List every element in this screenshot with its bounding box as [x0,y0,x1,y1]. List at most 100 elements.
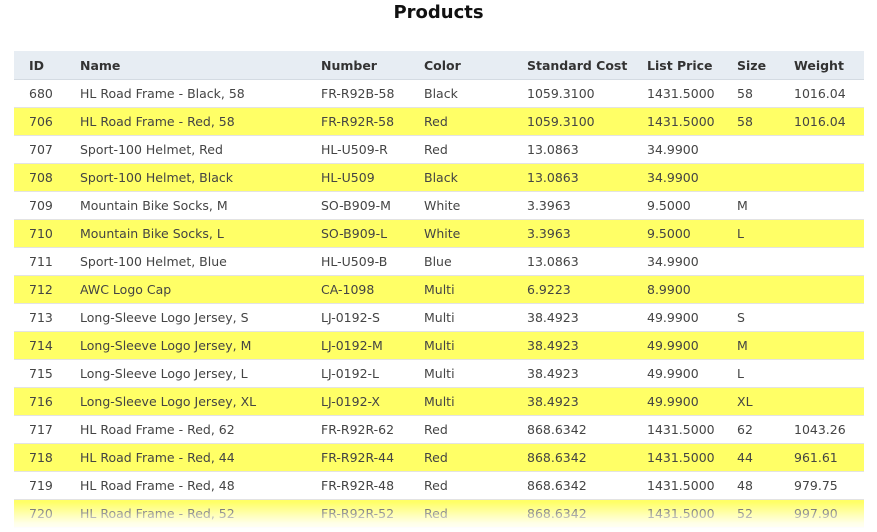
cell-number: LJ-0192-X [306,387,409,416]
cell-list-price: 49.9900 [632,303,722,332]
cell-number: LJ-0192-S [306,303,409,332]
cell-standard-cost: 13.0863 [512,163,632,192]
cell-name: AWC Logo Cap [65,275,306,304]
cell-standard-cost: 38.4923 [512,387,632,416]
cell-color: Red [409,415,512,444]
cell-list-price: 34.9900 [632,247,722,276]
cell-number: FR-R92R-48 [306,471,409,500]
table-row[interactable]: 680 HL Road Frame - Black, 58 FR-R92B-58 Bl… [14,79,864,108]
column-header-id[interactable]: ID [14,51,65,80]
column-header-list-price[interactable]: List Price [632,51,722,80]
cell-weight: 1043.26 [779,415,864,444]
cell-number: FR-R92R-52 [306,499,409,528]
cell-standard-cost: 868.6342 [512,499,632,528]
table-row[interactable]: 717 HL Road Frame - Red, 62 FR-R92R-62 Red 8… [14,415,864,444]
cell-name: Long-Sleeve Logo Jersey, L [65,359,306,388]
cell-size: M [722,191,779,220]
column-header-standard-cost[interactable]: Standard Cost [512,51,632,80]
table-row[interactable]: 714 Long-Sleeve Logo Jersey, M LJ-0192-M Mu… [14,331,864,360]
column-header-color[interactable]: Color [409,51,512,80]
cell-size: M [722,331,779,360]
cell-size [722,247,779,276]
cell-name: HL Road Frame - Black, 58 [65,79,306,108]
table-row[interactable]: 716 Long-Sleeve Logo Jersey, XL LJ-0192-X M… [14,387,864,416]
cell-list-price: 1431.5000 [632,79,722,108]
cell-size: 58 [722,107,779,136]
cell-list-price: 49.9900 [632,387,722,416]
table-row[interactable]: 711 Sport-100 Helmet, Blue HL-U509-B Blue 13… [14,247,864,276]
table-row[interactable]: 713 Long-Sleeve Logo Jersey, S LJ-0192-S Mu… [14,303,864,332]
cell-standard-cost: 13.0863 [512,135,632,164]
cell-standard-cost: 38.4923 [512,359,632,388]
cell-color: Red [409,107,512,136]
cell-size: XL [722,387,779,416]
cell-list-price: 49.9900 [632,359,722,388]
table-row[interactable]: 708 Sport-100 Helmet, Black HL-U509 Black 13… [14,163,864,192]
cell-size: L [722,359,779,388]
cell-id: 710 [14,219,65,248]
table-row[interactable]: 719 HL Road Frame - Red, 48 FR-R92R-48 Red 8… [14,471,864,500]
cell-id: 719 [14,471,65,500]
cell-size: 62 [722,415,779,444]
cell-size: 52 [722,499,779,528]
cell-color: Multi [409,303,512,332]
table-row[interactable]: 706 HL Road Frame - Red, 58 FR-R92R-58 Red 1… [14,107,864,136]
cell-color: White [409,191,512,220]
cell-number: SO-B909-L [306,219,409,248]
table-row[interactable]: 720 HL Road Frame - Red, 52 FR-R92R-52 Red 8… [14,499,864,528]
column-header-name[interactable]: Name [65,51,306,80]
cell-standard-cost: 38.4923 [512,303,632,332]
table-row[interactable]: 707 Sport-100 Helmet, Red HL-U509-R Red 13.0… [14,135,864,164]
cell-id: 713 [14,303,65,332]
column-header-number[interactable]: Number [306,51,409,80]
column-header-weight[interactable]: Weight [779,51,864,80]
cell-size: S [722,303,779,332]
cell-standard-cost: 3.3963 [512,191,632,220]
table-row[interactable]: 715 Long-Sleeve Logo Jersey, L LJ-0192-L Mu… [14,359,864,388]
cell-id: 712 [14,275,65,304]
cell-size: 58 [722,79,779,108]
cell-id: 709 [14,191,65,220]
cell-id: 708 [14,163,65,192]
cell-list-price: 9.5000 [632,219,722,248]
cell-color: White [409,219,512,248]
table-row[interactable]: 712 AWC Logo Cap CA-1098 Multi 6.9223 8.9900 [14,275,864,304]
cell-color: Red [409,499,512,528]
cell-weight [779,219,864,248]
cell-name: Long-Sleeve Logo Jersey, XL [65,387,306,416]
cell-weight: 1016.04 [779,107,864,136]
cell-list-price: 49.9900 [632,331,722,360]
cell-standard-cost: 868.6342 [512,443,632,472]
cell-standard-cost: 868.6342 [512,471,632,500]
table-row[interactable]: 709 Mountain Bike Socks, M SO-B909-M White 3… [14,191,864,220]
cell-id: 717 [14,415,65,444]
cell-name: Sport-100 Helmet, Blue [65,247,306,276]
cell-id: 707 [14,135,65,164]
products-table: ID Name Number Color Standard Cost List … [14,51,864,528]
cell-list-price: 34.9900 [632,135,722,164]
cell-number: LJ-0192-L [306,359,409,388]
cell-number: SO-B909-M [306,191,409,220]
cell-list-price: 34.9900 [632,163,722,192]
cell-list-price: 1431.5000 [632,499,722,528]
table-row[interactable]: 710 Mountain Bike Socks, L SO-B909-L White 3… [14,219,864,248]
column-header-size[interactable]: Size [722,51,779,80]
cell-name: HL Road Frame - Red, 52 [65,499,306,528]
cell-list-price: 8.9900 [632,275,722,304]
cell-weight [779,359,864,388]
cell-name: Long-Sleeve Logo Jersey, S [65,303,306,332]
table-row[interactable]: 718 HL Road Frame - Red, 44 FR-R92R-44 Red 8… [14,443,864,472]
cell-number: HL-U509-R [306,135,409,164]
cell-list-price: 1431.5000 [632,107,722,136]
products-table-container: ID Name Number Color Standard Cost List … [14,51,864,532]
cell-name: HL Road Frame - Red, 58 [65,107,306,136]
cell-color: Red [409,471,512,500]
cell-number: LJ-0192-M [306,331,409,360]
cell-size: L [722,219,779,248]
cell-number: FR-R92R-44 [306,443,409,472]
cell-weight [779,247,864,276]
cell-list-price: 1431.5000 [632,471,722,500]
cell-number: FR-R92R-62 [306,415,409,444]
cell-color: Multi [409,387,512,416]
cell-weight [779,303,864,332]
